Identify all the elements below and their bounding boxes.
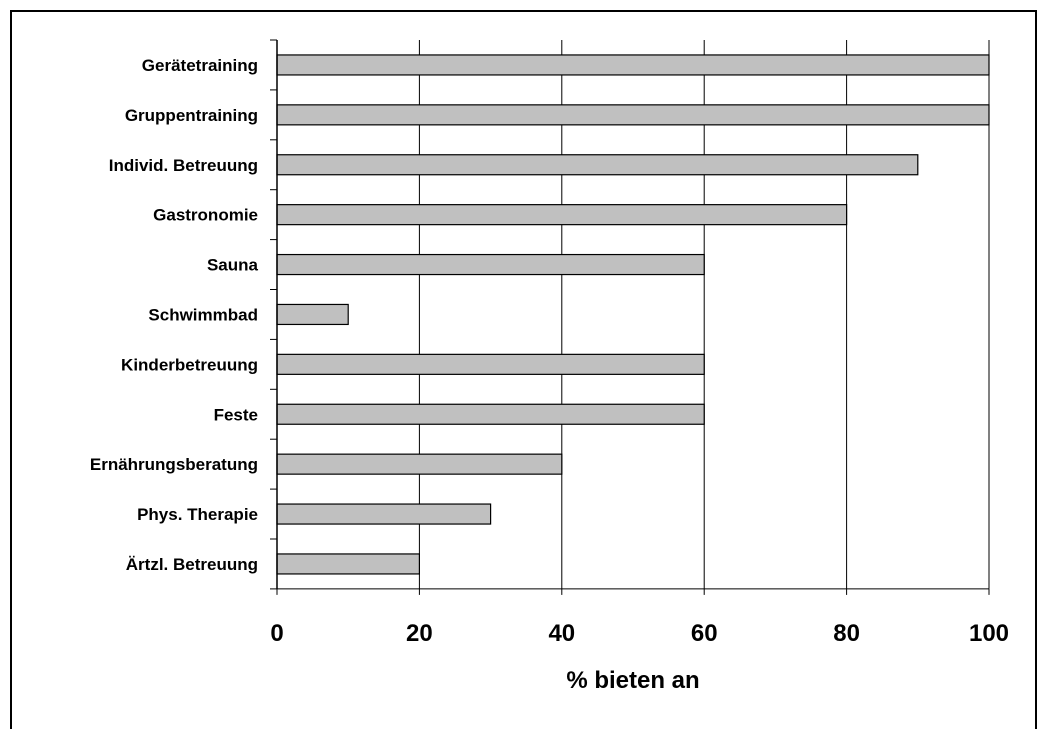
category-label-2: Individ. Betreuung (109, 156, 258, 175)
category-label-3: Gastronomie (153, 206, 258, 225)
x-tick-label-40: 40 (548, 620, 575, 647)
category-label-9: Phys. Therapie (137, 505, 258, 524)
bar-7 (276, 403, 705, 425)
category-label-5: Schwimmbad (148, 305, 258, 324)
category-label-6: Kinderbetreuung (121, 355, 258, 374)
bar-3 (276, 204, 848, 226)
x-tick-label-0: 0 (270, 620, 283, 647)
category-label-8: Ernährungsberatung (90, 455, 258, 474)
category-label-7: Feste (214, 405, 258, 424)
x-tick-label-80: 80 (833, 620, 860, 647)
bar-2 (276, 154, 919, 176)
bar-8 (276, 453, 563, 475)
axes (270, 39, 990, 595)
x-axis-title: % bieten an (566, 667, 699, 694)
gridlines (418, 40, 990, 589)
bar-1 (276, 104, 990, 126)
category-label-0: Gerätetraining (142, 56, 258, 75)
x-tick-label-20: 20 (406, 620, 433, 647)
bar-10 (276, 553, 420, 575)
category-label-1: Gruppentraining (125, 106, 258, 125)
bars (276, 54, 990, 575)
bar-9 (276, 503, 492, 525)
category-label-4: Sauna (207, 256, 259, 275)
category-label-10: Ärtzl. Betreuung (126, 555, 258, 574)
x-tick-label-100: 100 (969, 620, 1009, 647)
bar-5 (276, 303, 349, 326)
bar-0 (276, 54, 990, 76)
x-tick-labels: 0 20 40 60 80 100 (270, 620, 1009, 647)
category-labels: Gerätetraining Gruppentraining Individ. Be… (90, 56, 259, 574)
x-tick-label-60: 60 (691, 620, 718, 647)
bar-6 (276, 353, 705, 375)
bar-4 (276, 253, 705, 276)
chart-frame (10, 10, 1037, 729)
